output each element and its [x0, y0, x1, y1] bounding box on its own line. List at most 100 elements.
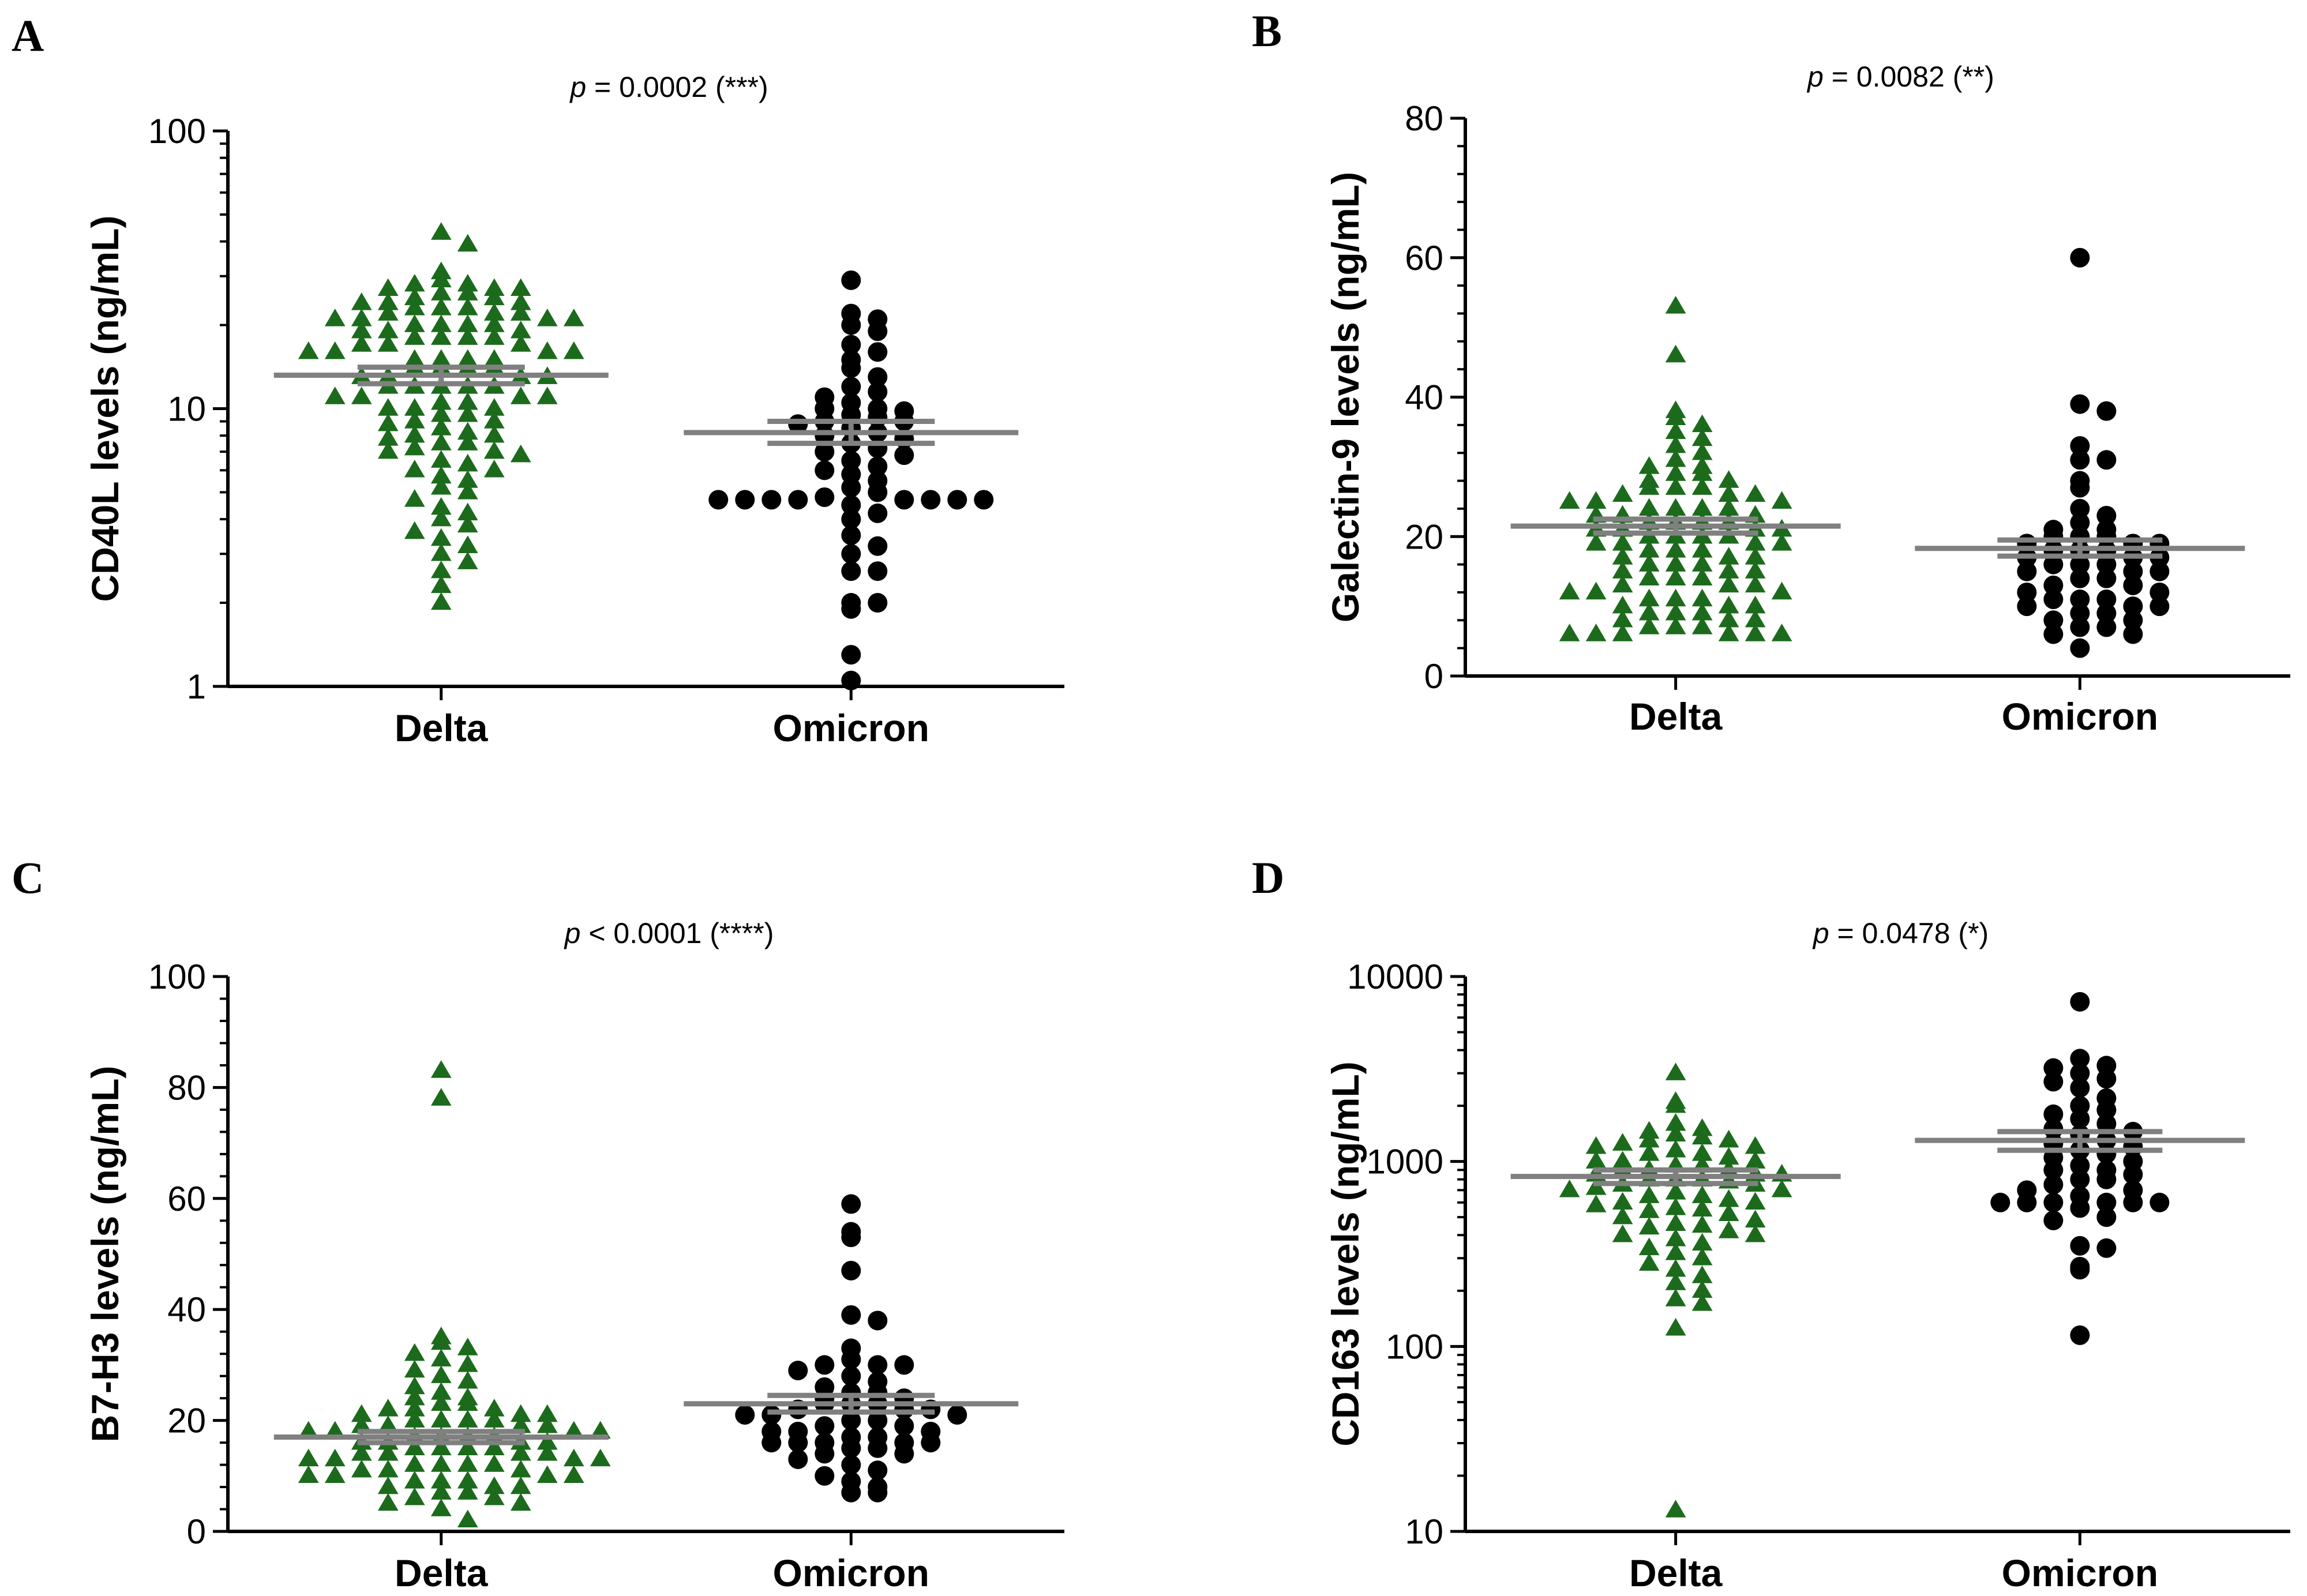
- data-point-delta: [1691, 540, 1713, 558]
- data-point-omicron: [841, 1410, 861, 1430]
- data-point-delta: [457, 327, 478, 345]
- data-point-omicron: [841, 377, 861, 397]
- data-point-delta: [324, 1421, 346, 1439]
- data-point-delta: [430, 450, 452, 468]
- data-point-delta: [457, 482, 478, 500]
- y-tick-label: 1: [187, 667, 206, 706]
- data-point-omicron: [921, 1433, 941, 1453]
- data-point-delta: [483, 278, 505, 296]
- y-tick-label: 0: [187, 1512, 206, 1551]
- data-point-omicron: [841, 478, 861, 498]
- data-point-delta: [430, 433, 452, 450]
- data-point-delta: [1612, 1133, 1633, 1151]
- data-point-delta: [1718, 470, 1739, 488]
- data-point-omicron: [2096, 1207, 2117, 1227]
- data-point-delta: [483, 441, 505, 459]
- data-point-omicron: [2043, 1072, 2064, 1092]
- data-point-omicron: [921, 490, 941, 510]
- data-point-delta: [1691, 1143, 1713, 1161]
- data-point-delta: [457, 283, 478, 301]
- data-point-delta: [404, 411, 425, 429]
- data-point-delta: [377, 1399, 399, 1417]
- data-point-delta: [430, 1437, 452, 1455]
- data-point-delta: [404, 1471, 425, 1489]
- data-point-delta: [351, 1404, 372, 1422]
- data-point-omicron: [894, 1355, 914, 1375]
- data-point-delta: [1718, 574, 1739, 593]
- data-point-delta: [1612, 1224, 1633, 1242]
- data-point-delta: [457, 1393, 478, 1411]
- data-point-delta: [1691, 428, 1713, 446]
- data-point-omicron: [868, 1438, 888, 1458]
- data-point-omicron: [815, 1466, 835, 1486]
- data-point-delta: [351, 386, 372, 404]
- data-point-omicron: [735, 1405, 755, 1425]
- data-point-delta: [457, 273, 478, 292]
- data-point-delta: [1665, 554, 1686, 572]
- data-point-delta: [457, 422, 478, 440]
- data-point-delta: [1612, 561, 1633, 579]
- data-point-delta: [1745, 1224, 1766, 1242]
- data-point-delta: [510, 444, 531, 463]
- data-point-delta: [1665, 1259, 1686, 1277]
- panel-letter: B: [1252, 6, 1282, 56]
- data-point-omicron: [841, 315, 861, 335]
- data-point-delta: [377, 441, 399, 459]
- data-point-delta: [483, 314, 505, 332]
- data-point-delta: [430, 1349, 452, 1367]
- data-point-delta: [1718, 595, 1739, 614]
- data-point-delta: [1771, 581, 1792, 600]
- data-point-delta: [483, 425, 505, 443]
- data-point-delta: [324, 1465, 346, 1484]
- data-point-omicron: [815, 442, 835, 462]
- data-point-delta: [1665, 540, 1686, 558]
- data-point-omicron: [868, 456, 888, 476]
- data-point-delta: [563, 341, 584, 359]
- data-point-omicron: [2070, 1063, 2090, 1083]
- data-point-delta: [430, 283, 452, 301]
- data-point-delta: [1638, 1143, 1660, 1161]
- data-point-omicron: [841, 544, 861, 564]
- data-point-omicron: [2096, 589, 2117, 610]
- data-point-omicron: [841, 1438, 861, 1458]
- data-point-delta: [430, 476, 452, 495]
- data-point-omicron: [2070, 1155, 2090, 1176]
- data-point-omicron: [2043, 1174, 2064, 1195]
- data-point-delta: [404, 314, 425, 332]
- data-point-delta: [1745, 624, 1766, 641]
- data-point-omicron: [841, 1482, 861, 1503]
- data-point-omicron: [841, 670, 861, 690]
- data-point-delta: [351, 292, 372, 310]
- data-point-delta: [1771, 491, 1792, 509]
- data-point-delta: [1691, 1233, 1713, 1251]
- data-point-delta: [537, 1404, 558, 1422]
- data-point-delta: [351, 1415, 372, 1433]
- data-point-delta: [1665, 1500, 1686, 1518]
- data-point-delta: [1665, 588, 1686, 607]
- data-point-delta: [430, 404, 452, 422]
- data-point-delta: [1745, 595, 1766, 614]
- data-point-omicron: [868, 482, 888, 502]
- data-point-delta: [457, 470, 478, 488]
- data-point-delta: [457, 515, 478, 533]
- data-point-omicron: [2043, 624, 2064, 644]
- data-point-delta: [1638, 477, 1660, 495]
- y-tick-label: 80: [1405, 99, 1443, 138]
- data-point-delta: [404, 459, 425, 478]
- data-point-delta: [457, 1471, 478, 1489]
- data-point-delta: [457, 535, 478, 554]
- data-point-delta: [483, 1399, 505, 1417]
- data-point-delta: [1691, 568, 1713, 586]
- data-point-delta: [377, 1493, 399, 1511]
- data-point-omicron: [841, 1349, 861, 1369]
- data-point-delta: [1638, 1253, 1660, 1271]
- data-point-omicron: [2070, 436, 2090, 456]
- data-point-omicron: [841, 561, 861, 581]
- data-point-omicron: [2043, 1160, 2064, 1180]
- data-point-delta: [1665, 1113, 1686, 1131]
- data-point-delta: [377, 413, 399, 431]
- data-point-delta: [1638, 568, 1660, 586]
- data-point-delta: [1718, 1129, 1739, 1148]
- data-point-delta: [404, 1343, 425, 1361]
- y-tick-label: 60: [167, 1180, 206, 1218]
